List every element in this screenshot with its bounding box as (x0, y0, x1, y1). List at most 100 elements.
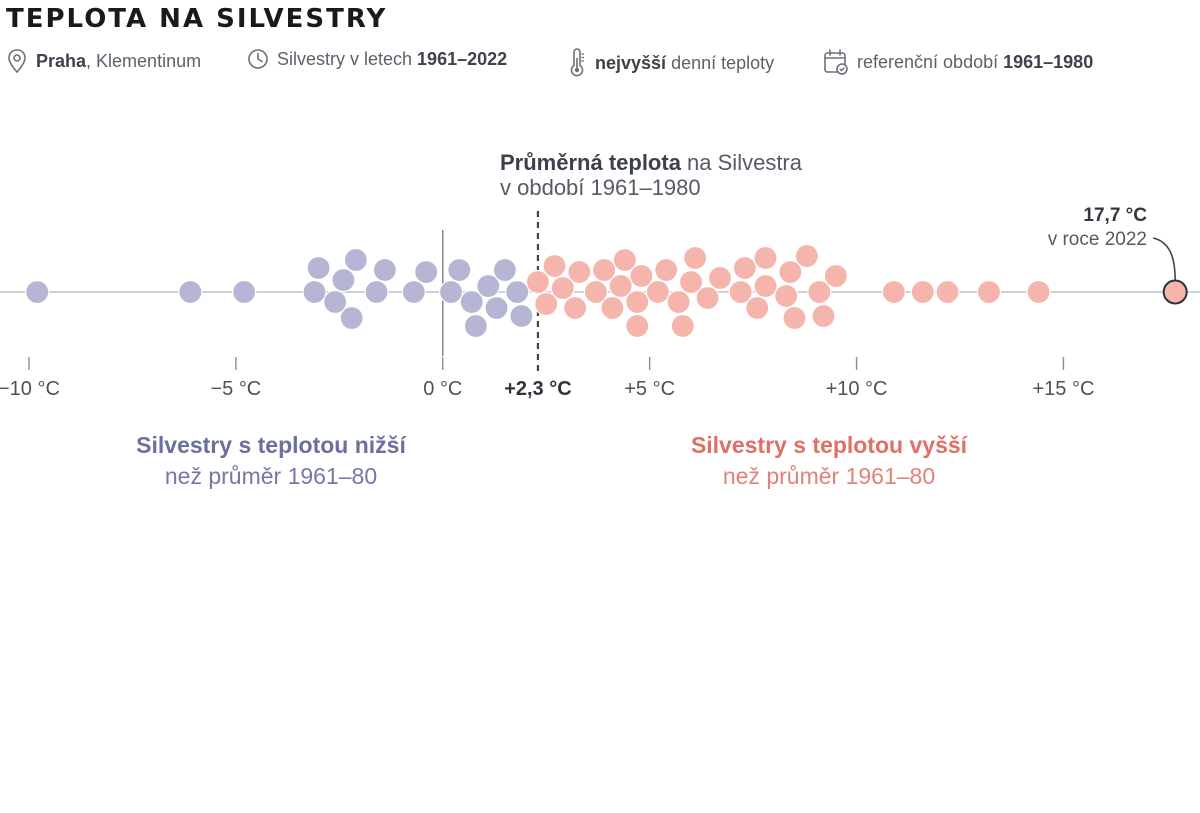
location-city: Praha (36, 50, 87, 71)
dot-above-average (823, 263, 848, 289)
dot-above-average (910, 279, 935, 305)
dot-above-average (732, 255, 757, 281)
dot-above-average (1026, 279, 1051, 305)
x-tick-label: −10 °C (0, 378, 60, 400)
location-pin-icon (8, 49, 26, 74)
reference-title-bold: Průměrná teplota (500, 150, 682, 175)
measure-text: denní teploty (666, 52, 775, 73)
dot-below-average (306, 255, 331, 281)
dot-above-average (807, 279, 832, 305)
dot-above-average (525, 269, 551, 295)
dot-above-average (811, 303, 836, 329)
above-group-subtitle: než průměr 1961–80 (723, 463, 935, 489)
clock-icon (248, 49, 268, 69)
meta-bar: Praha, Klementinum Silvestry v letech 19… (0, 48, 1200, 78)
dot-below-average (25, 279, 50, 305)
below-group-title: Silvestry s teplotou nižší (136, 432, 407, 458)
dot-below-average (459, 289, 484, 315)
dot-below-average (339, 305, 364, 331)
dot-below-average (447, 257, 472, 283)
dot-above-average (608, 273, 633, 299)
meta-reference: referenční období 1961–1980 (823, 48, 1093, 76)
x-tick-label: −5 °C (210, 378, 261, 400)
dot-above-average (695, 285, 720, 311)
dot-above-average (654, 257, 679, 283)
highlight-year-label: v roce 2022 (1048, 229, 1147, 250)
dot-above-average (666, 289, 691, 315)
dot-above-average (753, 273, 778, 299)
dot-above-average (728, 279, 753, 305)
dot-above-average (794, 243, 819, 269)
dot-above-average (567, 259, 592, 285)
reference-title-rest: na Silvestra (681, 150, 803, 175)
above-group-title: Silvestry s teplotou vyšší (691, 432, 969, 458)
dot-above-average (612, 247, 637, 273)
dot-below-average (438, 279, 464, 305)
reference-title: Průměrná teplota na Silvestra (500, 150, 803, 175)
dot-above-average (707, 265, 733, 291)
highlight-value-label: 17,7 °C (1083, 205, 1147, 226)
reference-tick-label: +2,3 °C (504, 378, 571, 400)
dot-above-average (625, 289, 650, 315)
dot-above-average (782, 305, 807, 331)
dot-below-average (364, 279, 389, 305)
meta-location: Praha, Klementinum (6, 48, 201, 74)
dot-highlight-2022 (1162, 279, 1188, 305)
dot-above-average (583, 279, 608, 305)
calendar-check-icon (824, 49, 848, 75)
dot-below-average (343, 247, 368, 273)
x-tick-label: +5 °C (624, 378, 675, 400)
highlight-leader-line (1152, 237, 1176, 281)
dot-above-average (625, 313, 650, 339)
dot-above-average (592, 257, 617, 283)
dot-above-average (935, 279, 960, 305)
thermometer-icon (570, 48, 584, 77)
dot-above-average (645, 279, 671, 305)
dot-below-average (414, 259, 439, 285)
dot-below-average (302, 279, 327, 305)
dot-below-average (401, 279, 426, 305)
period-text: Silvestry v letech (277, 48, 418, 69)
measure-bold: nejvyšší (595, 52, 667, 73)
location-station: , Klementinum (86, 50, 202, 71)
dot-below-average (323, 289, 348, 315)
dot-above-average (550, 275, 575, 301)
dot-above-average (976, 279, 1002, 305)
dot-above-average (683, 245, 708, 271)
dot-below-average (178, 279, 203, 305)
dot-below-average (476, 273, 501, 299)
dot-below-average (484, 295, 509, 321)
dots-layer (25, 243, 1188, 339)
reference-years: 1961–1980 (1003, 51, 1094, 72)
dot-above-average (600, 295, 625, 321)
below-group-subtitle: než průměr 1961–80 (165, 463, 377, 489)
dot-above-average (745, 295, 770, 321)
axis-layer: −10 °C −5 °C 0 °C +5 °C +10 °C +15 °C +2,3 °C (0, 211, 1200, 400)
dot-below-average (492, 257, 517, 283)
dot-below-average (509, 303, 534, 329)
reference-text: referenční období (857, 51, 1004, 72)
dot-above-average (542, 253, 567, 279)
dot-above-average (563, 295, 588, 321)
dot-below-average (331, 267, 356, 293)
dot-above-average (629, 263, 654, 289)
period-years: 1961–2022 (417, 48, 508, 69)
dot-below-average (372, 257, 397, 283)
dot-below-average (463, 313, 488, 339)
dot-above-average (753, 245, 778, 271)
x-tick-label: +10 °C (826, 378, 888, 400)
dot-above-average (778, 259, 803, 285)
dot-above-average (534, 291, 559, 317)
x-tick-label: 0 °C (423, 378, 462, 400)
chart-title: TEPLOTA NA SILVESTRY (6, 4, 388, 34)
dot-above-average (678, 269, 704, 295)
label-layer: Průměrná teplota na Silvestra v období 1… (136, 150, 1147, 489)
dot-above-average (881, 279, 906, 305)
x-tick-label: +15 °C (1032, 378, 1094, 400)
dot-above-average (774, 283, 799, 309)
dot-below-average (232, 279, 257, 305)
meta-period: Silvestry v letech 1961–2022 (247, 48, 507, 70)
meta-measure: nejvyšší denní teploty (567, 48, 774, 78)
dot-above-average (670, 313, 695, 339)
